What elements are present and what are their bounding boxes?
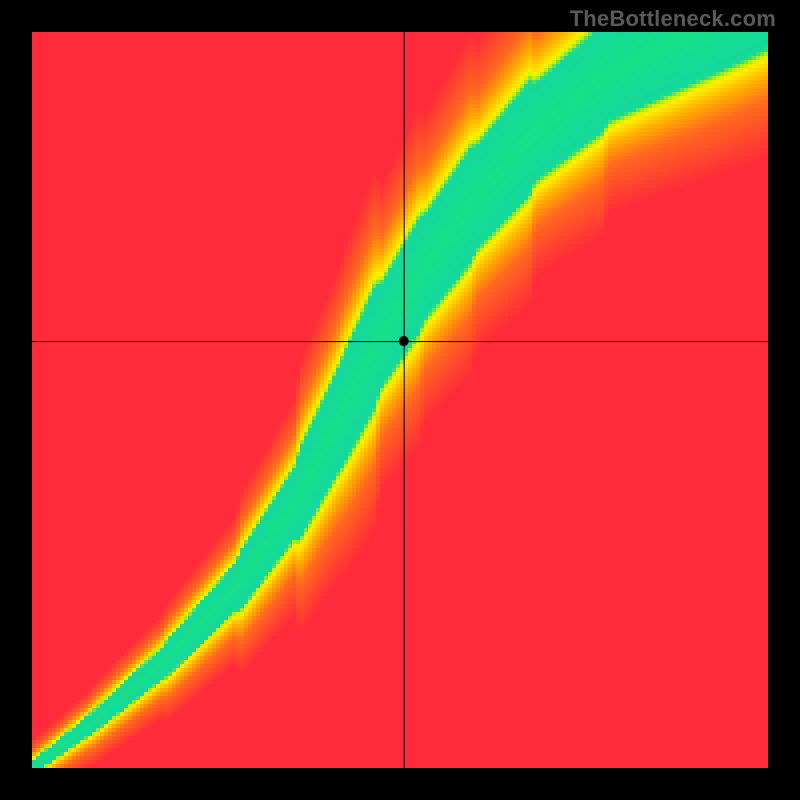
watermark-text: TheBottleneck.com [570,6,776,32]
bottleneck-heatmap [0,0,800,800]
